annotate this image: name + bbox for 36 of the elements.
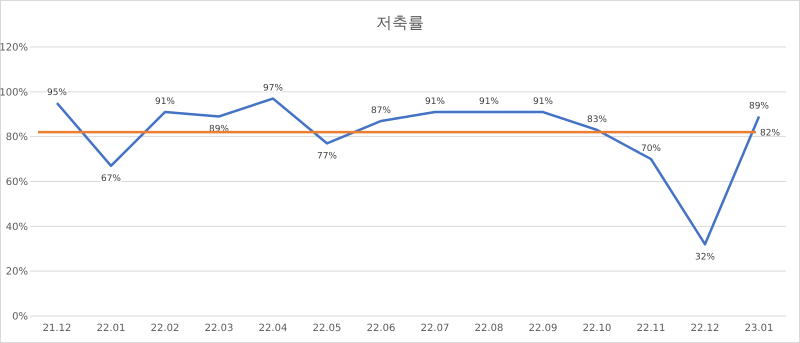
xtick: 22.08 [474,323,504,334]
ytick: 60% [6,177,28,188]
ytick: 20% [6,266,28,278]
value-label: 67% [101,174,121,184]
xtick: 23.01 [744,323,774,334]
xtick: 22.06 [366,323,396,334]
xtick: 22.04 [258,323,288,334]
value-label: 95% [47,88,67,98]
xtick: 22.09 [528,323,558,334]
value-label: 91% [425,97,445,107]
value-label: 70% [641,144,661,154]
xtick: 22.03 [204,323,234,334]
xtick: 22.11 [636,323,666,334]
ytick: 0% [12,312,28,322]
value-label: 77% [317,151,337,162]
ref-label: 82% [760,128,780,139]
value-label: 83% [587,114,607,125]
xtick: 22.10 [582,323,612,334]
xtick: 22.12 [690,323,720,334]
value-label: 97% [263,84,283,94]
ytick: 100% [0,87,28,98]
value-label: 91% [533,97,553,107]
ytick: 120% [0,42,28,54]
value-label: 91% [479,97,499,107]
title: 저축률 [376,13,424,32]
xtick: 22.07 [420,323,450,334]
xtick: 22.02 [150,323,180,334]
value-label: 89% [749,102,769,112]
ytick: 80% [6,132,28,144]
ytick: 40% [6,222,28,233]
xtick: 21.12 [42,323,72,334]
xtick: 22.01 [96,323,126,334]
value-label: 91% [155,97,175,107]
value-label: 32% [695,252,715,262]
value-label: 87% [371,106,391,116]
xtick: 22.05 [312,323,342,334]
